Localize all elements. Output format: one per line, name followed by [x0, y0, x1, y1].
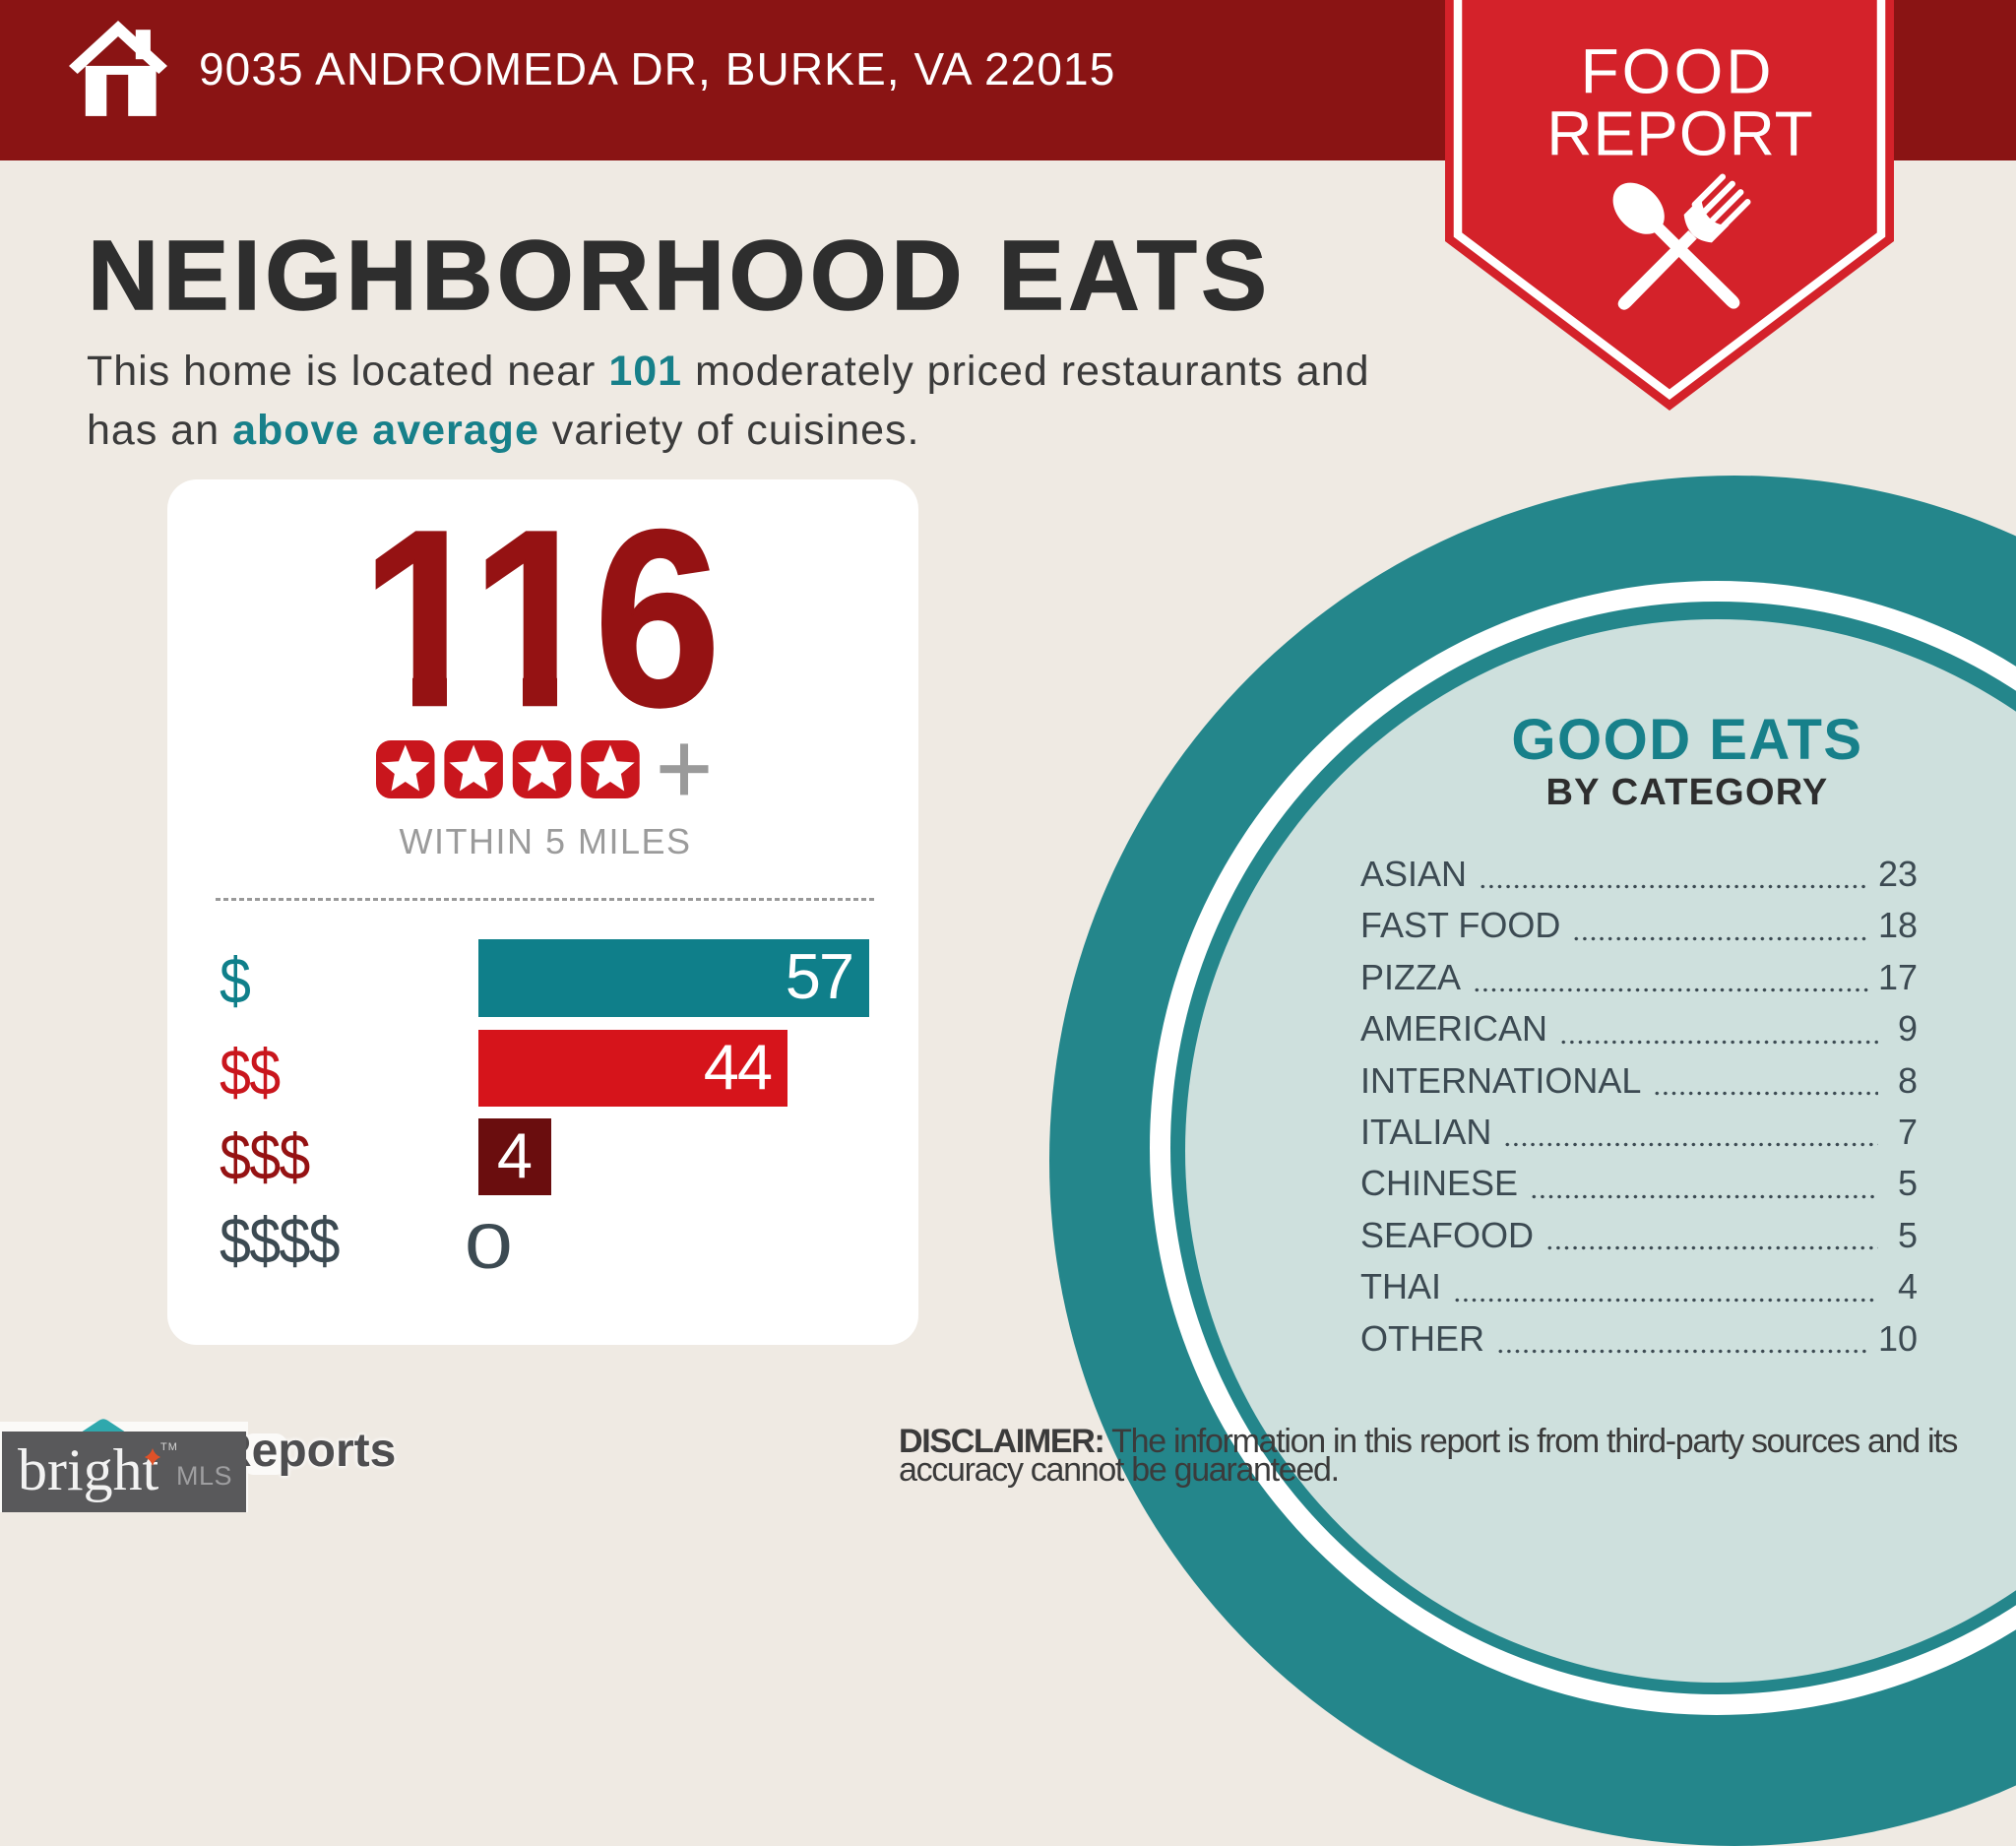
svg-text:REPORT: REPORT — [1546, 98, 1814, 169]
svg-text:FOOD: FOOD — [1581, 36, 1775, 107]
